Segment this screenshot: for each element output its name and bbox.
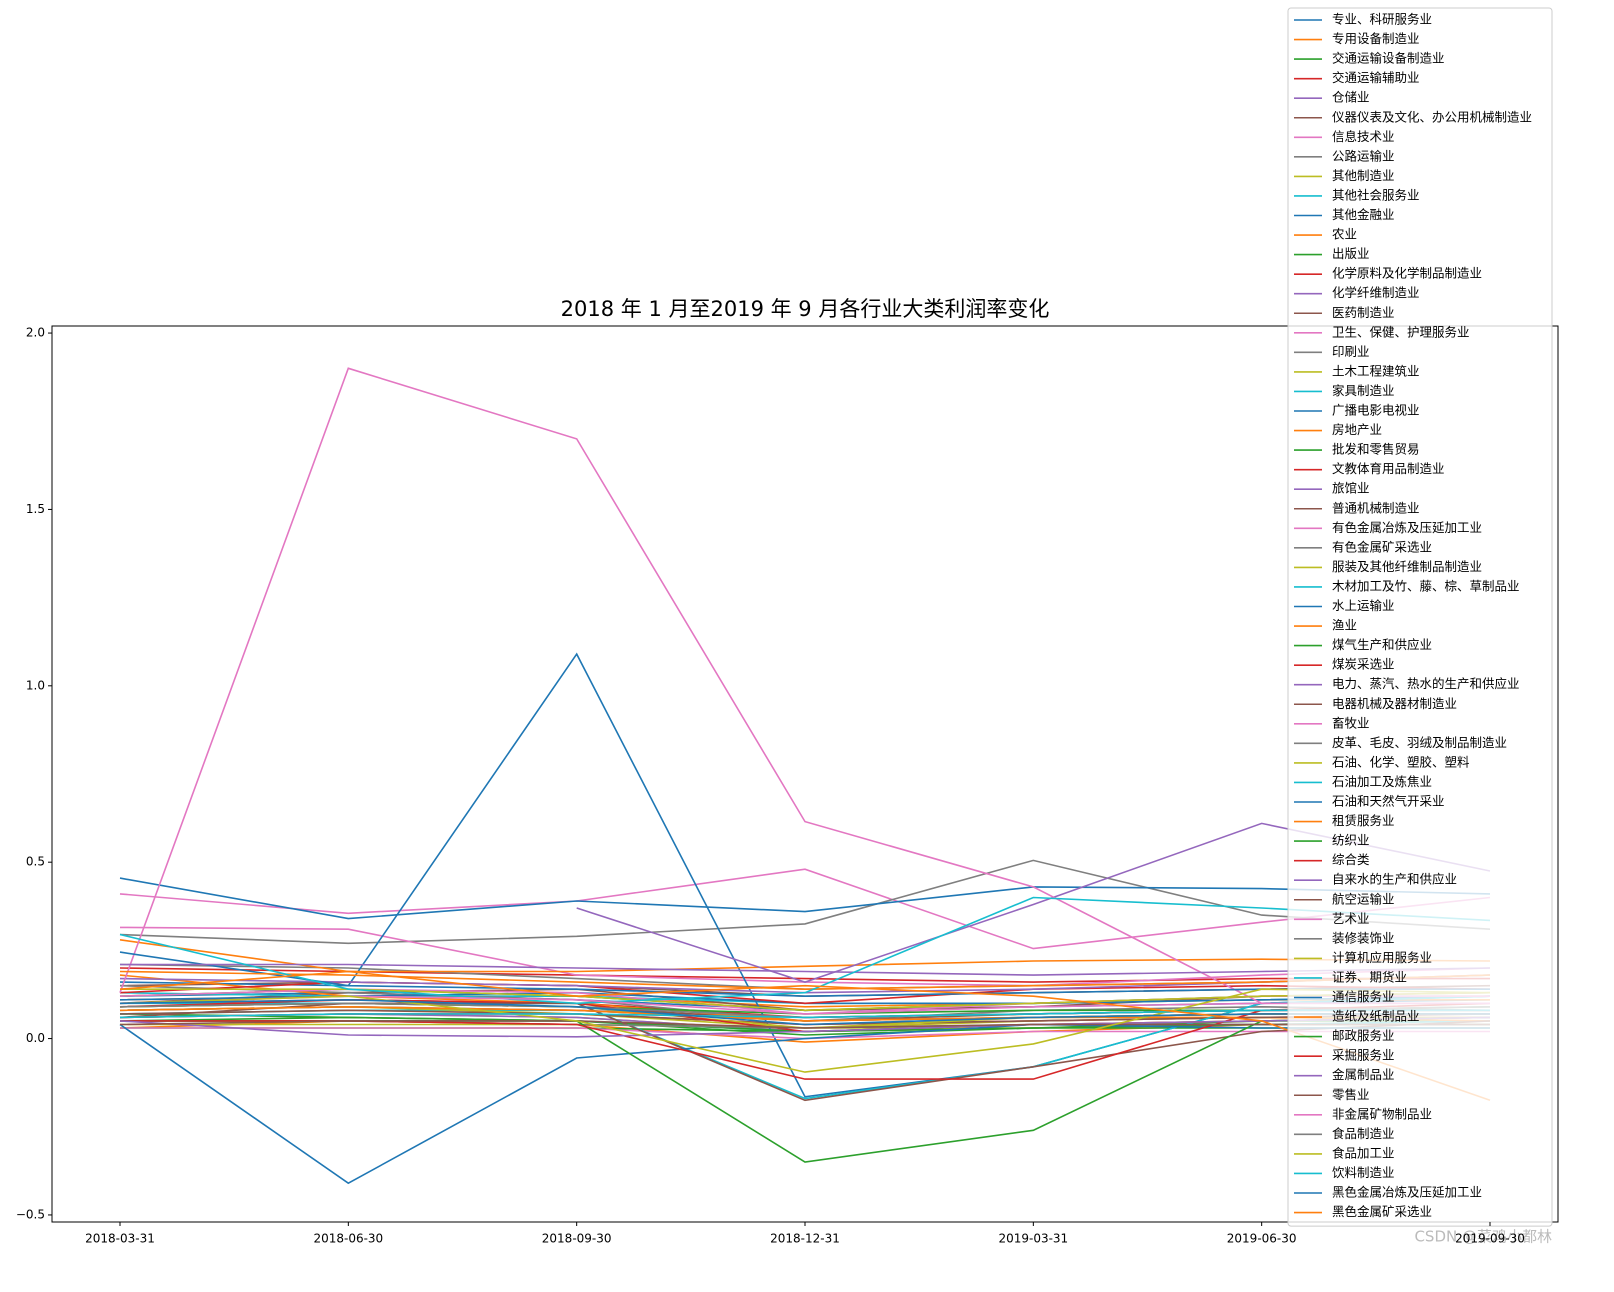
series-line	[119, 859, 1491, 945]
legend-label: 石油、化学、塑胶、塑料	[1332, 754, 1470, 769]
legend-label: 饮料制造业	[1332, 1165, 1395, 1180]
legend-label: 装修装饰业	[1332, 930, 1395, 945]
legend-label: 普通机械制造业	[1332, 500, 1420, 515]
watermark: CSDN @菜鸡小都林	[1414, 1228, 1552, 1246]
y-tick-label: 0.5	[26, 855, 45, 869]
legend-label: 其他制造业	[1332, 168, 1395, 183]
legend-label: 自来水的生产和供应业	[1332, 872, 1457, 887]
legend-label: 采掘服务业	[1332, 1048, 1395, 1063]
legend-label: 租赁服务业	[1332, 813, 1395, 828]
legend-label: 印刷业	[1332, 344, 1370, 359]
y-tick-label: 1.5	[26, 502, 45, 516]
legend-label: 化学纤维制造业	[1332, 285, 1420, 300]
legend-label: 土木工程建筑业	[1332, 363, 1420, 378]
legend-label: 专用设备制造业	[1332, 31, 1420, 46]
legend-label: 文教体育用品制造业	[1332, 461, 1445, 476]
legend-label: 水上运输业	[1332, 598, 1395, 613]
legend-label: 公路运输业	[1332, 148, 1395, 163]
legend-label: 煤炭采选业	[1332, 657, 1395, 672]
legend-label: 证券、期货业	[1332, 969, 1407, 984]
legend-label: 石油和天然气开采业	[1332, 794, 1445, 809]
legend-label: 纺织业	[1332, 833, 1370, 848]
legend-label: 交通运输辅助业	[1332, 70, 1420, 85]
series-line	[119, 1020, 1490, 1029]
series-line	[119, 896, 1491, 1005]
legend-label: 家具制造业	[1332, 383, 1395, 398]
y-tick-label: 0.0	[26, 1031, 45, 1045]
x-tick-label: 2018-06-30	[313, 1232, 383, 1246]
legend-label: 电力、蒸汽、热水的生产和供应业	[1332, 676, 1520, 691]
legend-box	[1287, 7, 1553, 1227]
legend-label: 信息技术业	[1332, 129, 1395, 144]
legend-label: 石油加工及炼焦业	[1332, 774, 1432, 789]
legend-label: 金属制品业	[1332, 1067, 1395, 1082]
x-tick-label: 2018-03-31	[85, 1232, 155, 1246]
legend-label: 非金属矿物制品业	[1332, 1106, 1432, 1121]
x-tick-label: 2018-09-30	[542, 1232, 612, 1246]
series-line	[119, 1009, 1490, 1019]
y-tick-label: −0.5	[16, 1207, 45, 1221]
legend-label: 仓储业	[1332, 90, 1370, 105]
legend-label: 农业	[1332, 227, 1357, 242]
legend-label: 渔业	[1332, 618, 1357, 633]
legend-label: 食品加工业	[1332, 1145, 1395, 1160]
legend-label: 卫生、保健、护理服务业	[1332, 324, 1470, 339]
legend-label: 造纸及纸制品业	[1332, 1009, 1420, 1024]
legend-label: 专业、科研服务业	[1332, 12, 1432, 27]
legend-label: 黑色金属矿采选业	[1332, 1204, 1432, 1219]
legend-label: 服装及其他纤维制品制造业	[1332, 559, 1482, 574]
legend-label: 木材加工及竹、藤、棕、草制品业	[1332, 578, 1520, 593]
series-line	[119, 970, 1491, 1102]
legend-label: 其他社会服务业	[1332, 187, 1420, 202]
legend-label: 旅馆业	[1332, 481, 1370, 496]
series-line	[120, 963, 1491, 976]
chart-title: 2018 年 1 月至2019 年 9 月各行业大类利润率变化	[561, 297, 1050, 321]
series-line	[119, 970, 1491, 991]
series-line	[119, 877, 1491, 920]
legend-label: 综合类	[1332, 852, 1370, 867]
x-tick-label: 2019-06-30	[1227, 1232, 1297, 1246]
legend-label: 仪器仪表及文化、办公用机械制造业	[1332, 109, 1532, 124]
legend-label: 航空运输业	[1332, 891, 1395, 906]
legend-label: 电器机械及器材制造业	[1332, 696, 1457, 711]
legend-label: 广播电影电视业	[1332, 403, 1420, 418]
legend-label: 房地产业	[1332, 422, 1382, 437]
legend-label: 出版业	[1332, 246, 1370, 261]
legend-label: 零售业	[1332, 1087, 1370, 1102]
legend-label: 其他金融业	[1332, 207, 1395, 222]
series-line	[119, 1023, 1490, 1185]
legend-label: 计算机应用服务业	[1332, 950, 1432, 965]
legend-label: 医药制造业	[1332, 305, 1395, 320]
x-tick-label: 2019-09-30	[1455, 1232, 1525, 1246]
legend-label: 艺术业	[1332, 911, 1370, 926]
legend-label: 黑色金属冶炼及压延加工业	[1332, 1185, 1482, 1200]
legend-label: 有色金属矿采选业	[1332, 539, 1432, 554]
legend-label: 邮政服务业	[1332, 1028, 1395, 1043]
legend-label: 畜牧业	[1332, 715, 1370, 730]
legend-label: 煤气生产和供应业	[1332, 637, 1432, 652]
legend-label: 皮革、毛皮、羽绒及制品制造业	[1332, 735, 1507, 750]
y-tick-label: 1.0	[26, 678, 45, 692]
series-line	[119, 868, 1491, 950]
legend-label: 批发和零售贸易	[1332, 442, 1420, 457]
legend-label: 食品制造业	[1332, 1126, 1395, 1141]
legend-label: 交通运输设备制造业	[1332, 51, 1445, 66]
x-tick-label: 2018-12-31	[770, 1232, 840, 1246]
y-tick-label: 2.0	[26, 326, 45, 340]
series-line	[119, 998, 1490, 1026]
plot-area	[119, 367, 1491, 1185]
legend-label: 化学原料及化学制品制造业	[1332, 266, 1482, 281]
legend: 专业、科研服务业专用设备制造业交通运输设备制造业交通运输辅助业仓储业仪器仪表及文…	[1287, 7, 1553, 1227]
legend-label: 通信服务业	[1332, 989, 1395, 1004]
legend-label: 有色金属冶炼及压延加工业	[1332, 520, 1482, 535]
series-line	[119, 988, 1491, 1073]
x-tick-label: 2019-03-31	[998, 1232, 1068, 1246]
